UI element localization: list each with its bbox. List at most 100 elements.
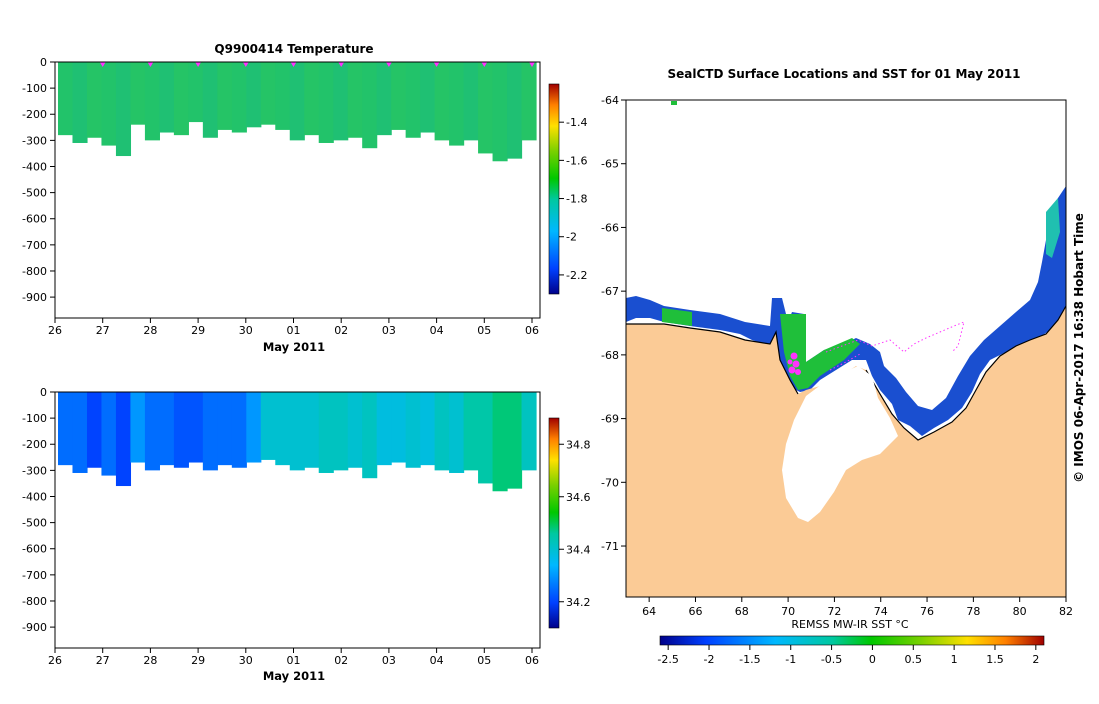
profile-column <box>101 392 117 476</box>
profile-column <box>275 62 291 130</box>
profile-column <box>159 392 175 466</box>
temperature-x-label: May 2011 <box>263 340 325 354</box>
y-tick-label: -100 <box>22 82 47 95</box>
y-tick-label: -800 <box>22 595 47 608</box>
lat-tick-label: -66 <box>601 221 619 234</box>
sst-east-cyan <box>1046 198 1060 258</box>
x-tick-label: 06 <box>525 324 539 337</box>
y-tick-label: -400 <box>22 160 47 173</box>
x-tick-label: 28 <box>143 654 157 667</box>
profile-column <box>72 392 88 473</box>
sst-warm-patch-west <box>662 308 692 326</box>
profile-column <box>391 62 407 130</box>
y-tick-label: 0 <box>40 56 47 69</box>
profile-column <box>115 62 132 157</box>
x-tick-label: 04 <box>430 654 444 667</box>
colorbar-tick-label: -2 <box>566 231 577 244</box>
profile-column <box>492 392 508 492</box>
map-lat-axis: -64 -65 -66 -67 -68 -69 -70 -71 <box>601 94 626 553</box>
profile-column <box>173 392 189 468</box>
profile-column <box>289 62 305 141</box>
colorbar-tick-label: -1.6 <box>566 154 587 167</box>
map-lon-axis: 64 66 68 70 72 74 76 78 80 82 <box>642 597 1073 618</box>
y-tick-label: -600 <box>22 213 47 226</box>
x-tick-label: 30 <box>239 654 253 667</box>
profile-column <box>347 392 363 468</box>
y-tick-label: -700 <box>22 569 47 582</box>
profile-column <box>507 62 523 159</box>
colorbar-tick-label: -2.2 <box>566 269 587 282</box>
x-tick-label: 29 <box>191 654 205 667</box>
amery-ice-shelf <box>782 366 898 522</box>
x-tick-label: 01 <box>287 654 301 667</box>
y-tick-label: -300 <box>22 464 47 477</box>
temperature-x-axis: 26 27 28 29 30 01 02 03 04 05 06 <box>48 318 539 337</box>
profile-column <box>434 392 450 471</box>
profile-column <box>507 392 523 489</box>
profile-column <box>420 392 436 466</box>
colorbar-tick-label: 34.8 <box>566 438 591 451</box>
sst-colorbar-tick-label: -1.5 <box>739 653 760 666</box>
sst-colorbar-tick-label: -2.5 <box>657 653 678 666</box>
lon-tick-label: 68 <box>735 605 749 618</box>
coastline-east <box>865 305 1067 441</box>
lon-tick-label: 64 <box>642 605 656 618</box>
x-tick-label: 30 <box>239 324 253 337</box>
profile-column <box>188 392 204 463</box>
lat-tick-label: -70 <box>601 476 619 489</box>
lon-tick-label: 66 <box>688 605 702 618</box>
lon-tick-label: 72 <box>827 605 841 618</box>
profile-column <box>304 392 320 468</box>
surface-marker <box>242 62 249 67</box>
profile-column <box>130 62 146 125</box>
lat-tick-label: -67 <box>601 285 619 298</box>
profile-column <box>463 392 479 471</box>
x-tick-label: 04 <box>430 324 444 337</box>
lon-tick-label: 80 <box>1013 605 1027 618</box>
temperature-colorbar <box>548 83 560 295</box>
temperature-profiles <box>58 62 537 162</box>
temperature-y-axis: 0 -100 -200 -300 -400 -500 -600 -700 -800 -900 <box>22 56 55 304</box>
profile-column <box>492 62 508 162</box>
surface-marker <box>385 62 392 67</box>
profile-column <box>391 392 407 463</box>
profile-column <box>478 392 494 484</box>
seal-location <box>790 352 798 360</box>
ice-edge-fleck <box>671 101 677 105</box>
colorbar-tick-label: 34.6 <box>566 491 591 504</box>
surface-markers <box>99 62 535 67</box>
sst-colorbar-tick-label: 0.5 <box>905 653 923 666</box>
y-tick-label: -500 <box>22 517 47 530</box>
y-tick-label: -900 <box>22 621 47 634</box>
y-tick-label: -300 <box>22 134 47 147</box>
profile-column <box>347 62 363 138</box>
lon-tick-label: 78 <box>966 605 980 618</box>
x-tick-label: 05 <box>477 324 491 337</box>
profile-column <box>231 392 247 468</box>
y-tick-label: -200 <box>22 108 47 121</box>
profile-column <box>376 62 392 136</box>
lat-tick-label: -69 <box>601 413 619 426</box>
profile-column <box>289 392 305 471</box>
sst-colorbar-tick-label: -2 <box>704 653 715 666</box>
profile-column <box>58 62 74 136</box>
surface-marker <box>147 62 154 67</box>
x-tick-label: 27 <box>96 324 110 337</box>
sst-colorbar <box>659 635 1045 646</box>
lat-tick-label: -65 <box>601 158 619 171</box>
sst-colorbar-tick-label: -0.5 <box>821 653 842 666</box>
profile-column <box>362 392 378 479</box>
salinity-x-label: May 2011 <box>263 669 325 683</box>
profile-column <box>463 62 479 141</box>
profile-column <box>318 392 334 473</box>
surface-marker <box>433 62 440 67</box>
surface-marker <box>529 62 535 67</box>
y-tick-label: -200 <box>22 438 47 451</box>
y-tick-label: -600 <box>22 543 47 556</box>
profile-column <box>362 62 378 149</box>
x-tick-label: 26 <box>48 654 62 667</box>
profile-column <box>420 62 436 133</box>
y-tick-label: -900 <box>22 291 47 304</box>
profile-column <box>231 62 247 133</box>
